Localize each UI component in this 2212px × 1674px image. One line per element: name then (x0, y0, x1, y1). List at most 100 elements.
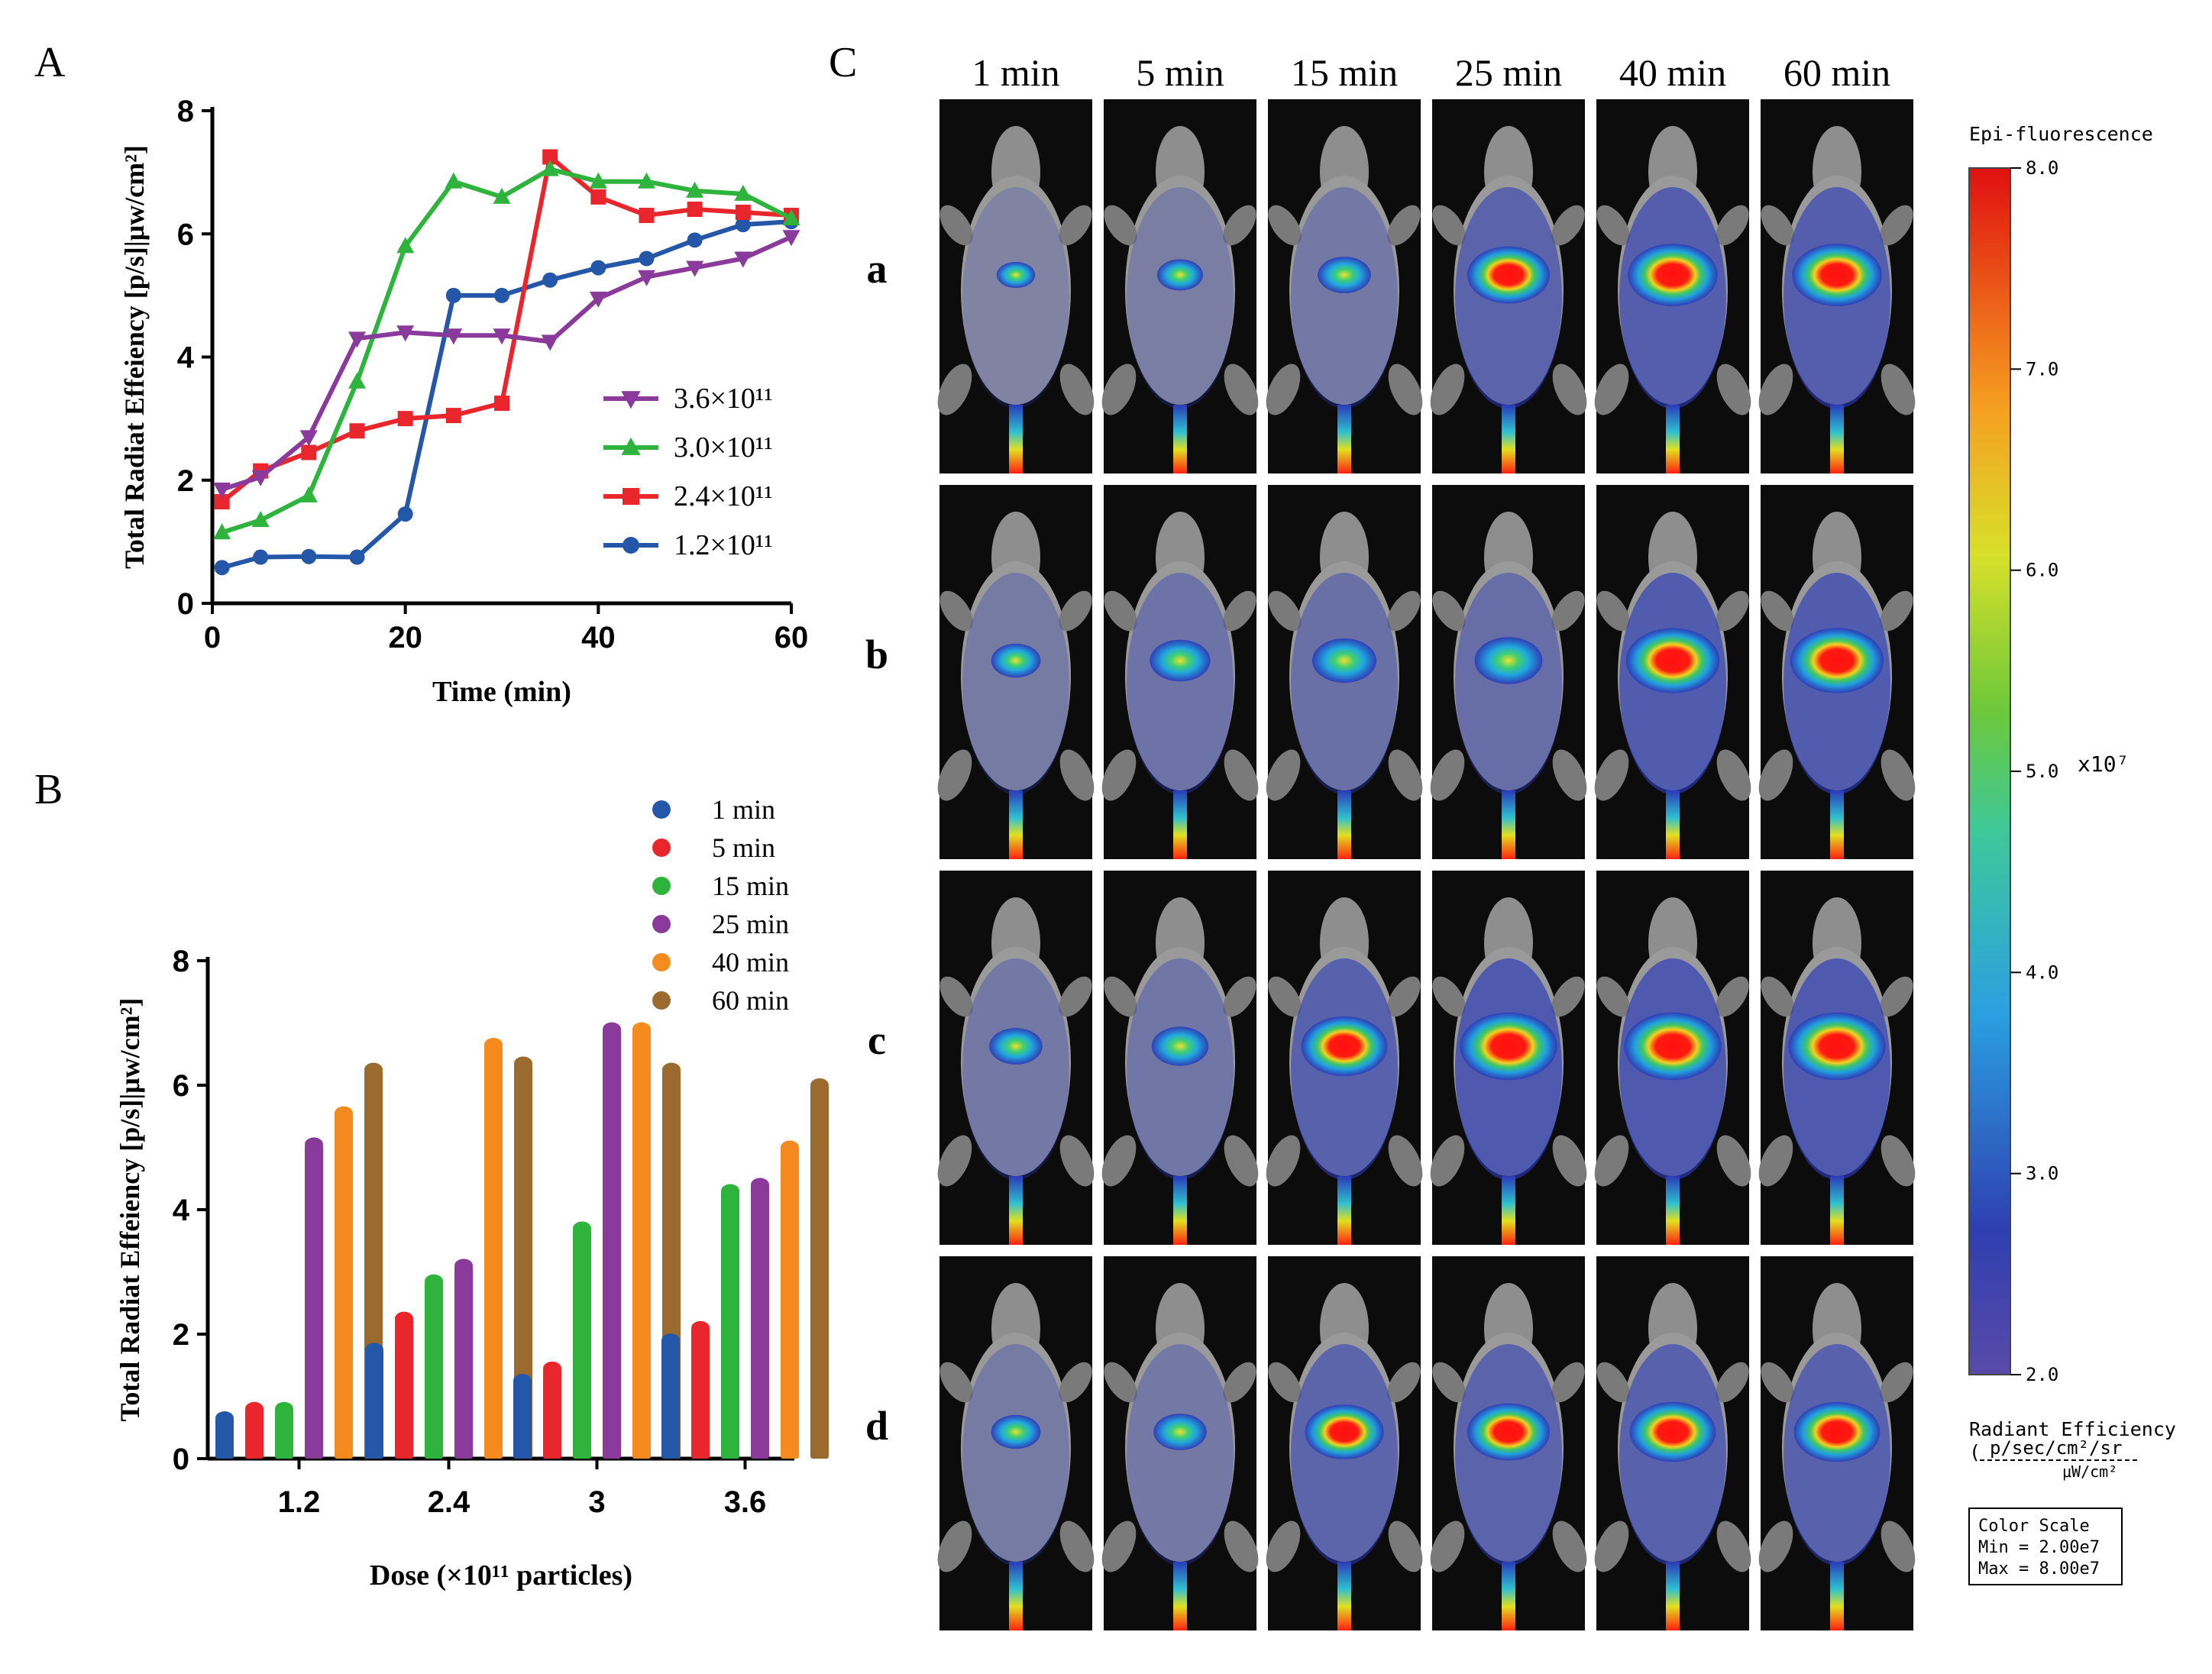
mouse-hindlimb (1059, 364, 1095, 415)
x-tick-label: 3 (588, 1485, 605, 1519)
fluorescence-hotspot (1792, 244, 1882, 306)
y-axis-label: Total Radiat Effeiency [p/s]|μw/cm²] (119, 145, 150, 569)
mouse-tail (1666, 1562, 1680, 1630)
mouse-tail (1009, 1562, 1023, 1630)
bar (425, 1281, 443, 1459)
bar-cap (395, 1311, 413, 1326)
bar-cap (721, 1184, 739, 1198)
mouse-hindlimb (1224, 364, 1259, 415)
mouse-image (1758, 485, 1916, 859)
data-point (301, 444, 317, 461)
time-header: 15 min (1291, 51, 1398, 94)
y-tick-label: 4 (173, 1194, 190, 1227)
panel-label-c: C (829, 39, 857, 86)
data-point (214, 493, 230, 509)
row-label: b (865, 632, 888, 677)
mouse-forelimb (1223, 1362, 1256, 1403)
mouse-image (1430, 485, 1587, 859)
data-point (590, 189, 606, 205)
fluorescence-hotspot (1793, 1401, 1881, 1462)
mouse-forelimb (1387, 205, 1421, 246)
mouse-forelimb (1104, 590, 1137, 632)
colorbar-units-title: Radiant Efficiency (1969, 1418, 2176, 1440)
data-point (253, 549, 269, 565)
mouse-hindlimb (1881, 1520, 1916, 1572)
mouse-hindlimb (937, 749, 972, 801)
mouse-hindlimb (1758, 364, 1793, 415)
imaging-grid: 1 min 5 min 15 min 25 min 40 min 60 min a b c d (865, 51, 1916, 1630)
fluorescence-hotspot (991, 643, 1041, 678)
bar-cap (603, 1022, 621, 1036)
bar (305, 1144, 323, 1459)
row-label: d (865, 1403, 888, 1449)
colorbar-tick-label: 8.0 (2026, 157, 2058, 179)
data-point (589, 172, 607, 189)
mouse-hindlimb (937, 1135, 972, 1187)
data-point (251, 470, 270, 486)
time-header: 40 min (1619, 51, 1726, 94)
legend-marker (621, 391, 641, 409)
mouse-hindlimb (1552, 749, 1587, 801)
data-point (494, 287, 509, 303)
mouse-hindlimb (1758, 749, 1793, 801)
bar-cap (514, 1056, 532, 1071)
x-tick-label: 20 (388, 621, 422, 654)
bar (781, 1147, 799, 1459)
data-point (494, 395, 509, 411)
mouse-image (1101, 99, 1259, 473)
bar-cap (484, 1038, 503, 1052)
data-point (213, 523, 231, 540)
mouse-forelimb (1268, 1362, 1302, 1403)
color-scale-min: Min = 2.00e7 (1978, 1538, 2100, 1557)
mouse-tail (1173, 405, 1187, 473)
bar-cap (425, 1274, 443, 1288)
series-line (221, 166, 793, 535)
bar-cap (632, 1022, 651, 1036)
fluorescence-hotspot (1312, 638, 1376, 683)
mouse-forelimb (1716, 1362, 1749, 1403)
mouse-image (1430, 871, 1587, 1245)
mouse-tail (1337, 790, 1351, 859)
bar (632, 1029, 651, 1459)
bar (484, 1045, 503, 1459)
mouse-hindlimb (1224, 1135, 1259, 1187)
mouse-tail (1337, 1562, 1351, 1630)
mouse-forelimb (1268, 590, 1302, 632)
bar (454, 1265, 473, 1459)
fluorescence-hotspot (1318, 257, 1371, 293)
legend-label: 40 min (712, 947, 789, 978)
fluorescence-hotspot (1301, 1016, 1388, 1077)
data-point (735, 217, 751, 233)
mouse-forelimb (939, 590, 973, 632)
mouse-image (1101, 871, 1259, 1245)
data-point (299, 430, 318, 447)
bar (335, 1113, 353, 1459)
mouse-image (1101, 1256, 1259, 1630)
fluorescence-hotspot (1460, 1012, 1557, 1081)
bar-cap (215, 1411, 234, 1426)
bar (810, 1085, 829, 1459)
mouse-hindlimb (1594, 1520, 1629, 1572)
bar-cap (751, 1178, 769, 1192)
data-point (734, 251, 752, 268)
mouse-tail (1666, 1176, 1680, 1245)
mouse-forelimb (1104, 1362, 1137, 1403)
colorbar-tick-label: 5.0 (2026, 761, 2058, 782)
fluorescence-hotspot (1788, 1012, 1886, 1081)
mouse-image (1594, 485, 1751, 859)
legend-marker (623, 488, 639, 505)
bar (514, 1063, 532, 1459)
fluorescence-haze (1127, 1344, 1234, 1566)
data-point (349, 549, 365, 565)
mouse-forelimb (1716, 205, 1749, 246)
time-header: 60 min (1784, 51, 1890, 94)
mouse-hindlimb (1430, 1520, 1465, 1572)
fluorescence-haze (1291, 187, 1398, 409)
mouse-forelimb (1551, 1362, 1585, 1403)
bar-cap (691, 1320, 710, 1335)
bar-cap (275, 1401, 293, 1416)
mouse-forelimb (939, 1362, 973, 1403)
legend-marker (621, 437, 641, 455)
data-point (782, 209, 800, 226)
mouse-hindlimb (1101, 1520, 1137, 1572)
